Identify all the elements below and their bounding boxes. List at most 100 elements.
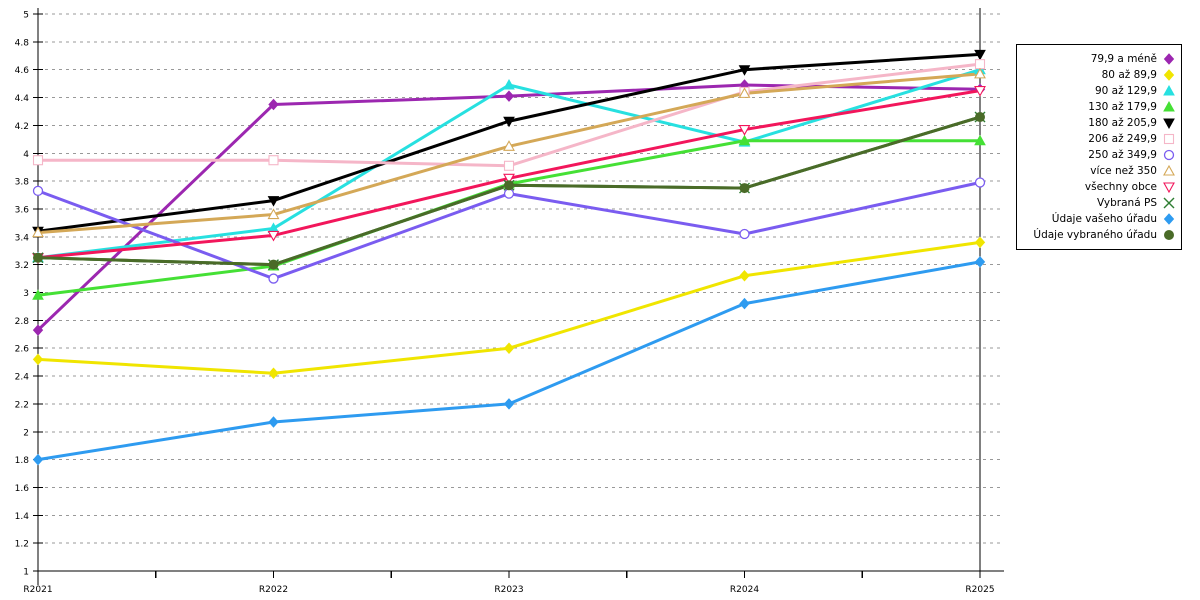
legend-item[interactable]: Údaje vybraného úřadu bbox=[1021, 227, 1175, 243]
legend-item-label: 250 až 349,9 bbox=[1088, 149, 1157, 161]
marker-triangle-down-open bbox=[1163, 182, 1175, 193]
series-10 bbox=[36, 260, 982, 462]
y-tick-label: 3.6 bbox=[15, 205, 30, 215]
marker-diamond bbox=[503, 342, 515, 354]
y-tick-label: 4.4 bbox=[15, 94, 30, 104]
series-line bbox=[36, 260, 982, 462]
y-tick-label: 1.4 bbox=[15, 512, 30, 522]
legend-marker-circle-icon bbox=[1164, 230, 1174, 240]
y-tick-label: 2.6 bbox=[15, 345, 30, 355]
marker-triangle-up bbox=[503, 78, 515, 90]
marker-triangle-up-open bbox=[267, 208, 280, 220]
legend-item-label: Údaje vašeho úřadu bbox=[1051, 213, 1157, 225]
y-tick-label: 2 bbox=[23, 428, 29, 438]
marker-triangle-up bbox=[32, 289, 44, 300]
legend-item-label: 80 až 89,9 bbox=[1101, 69, 1157, 81]
legend-item[interactable]: Údaje vašeho úřadu bbox=[1021, 211, 1175, 227]
marker-circle bbox=[739, 183, 750, 194]
legend-item-label: Vybraná PS bbox=[1097, 197, 1157, 209]
marker-diamond bbox=[268, 98, 279, 111]
marker-x-stroke bbox=[1163, 197, 1175, 209]
y-tick-label: 3 bbox=[23, 289, 29, 299]
legend-marker-triangle-up-icon bbox=[1163, 101, 1175, 112]
marker-diamond bbox=[503, 90, 515, 102]
legend-item[interactable]: 130 až 179,9 bbox=[1021, 99, 1175, 115]
marker-diamond bbox=[268, 416, 279, 428]
marker-triangle-down-open bbox=[267, 230, 280, 242]
legend-item[interactable]: 250 až 349,9 bbox=[1021, 147, 1175, 163]
marker-circle-open bbox=[32, 185, 44, 196]
marker-triangle-up-open bbox=[974, 67, 986, 79]
legend-item[interactable]: více než 350 bbox=[1021, 163, 1175, 179]
marker-triangle-down-open bbox=[503, 173, 515, 185]
marker-triangle-up bbox=[974, 134, 986, 146]
series-markers-11 bbox=[33, 112, 985, 270]
y-tick-label: 3.2 bbox=[15, 261, 29, 271]
marker-circle bbox=[1164, 230, 1174, 240]
marker-diamond bbox=[32, 353, 44, 366]
marker-triangle-down bbox=[738, 65, 751, 76]
legend-item[interactable]: všechny obce bbox=[1021, 179, 1175, 195]
marker-diamond bbox=[1163, 213, 1175, 225]
legend-marker-diamond-icon bbox=[1163, 213, 1175, 225]
legend-item[interactable]: 206 až 249,9 bbox=[1021, 131, 1175, 147]
marker-x bbox=[1163, 197, 1175, 209]
legend-item[interactable]: 80 až 89,9 bbox=[1021, 67, 1175, 83]
marker-circle-open bbox=[1163, 149, 1175, 161]
legend-item-label: 180 až 205,9 bbox=[1088, 117, 1157, 129]
y-tick-label: 1.2 bbox=[15, 540, 29, 550]
marker-triangle-up bbox=[738, 134, 751, 146]
legend-item-label: 79,9 a méně bbox=[1090, 53, 1157, 65]
x-tick-label: R2023 bbox=[494, 585, 523, 595]
marker-triangle-down bbox=[1163, 118, 1175, 129]
legend-item[interactable]: 90 až 129,9 bbox=[1021, 83, 1175, 99]
marker-diamond bbox=[1163, 53, 1175, 65]
marker-triangle-up-open bbox=[738, 87, 751, 98]
legend-marker-triangle-up-icon bbox=[1163, 85, 1175, 96]
x-tick-label: R2025 bbox=[965, 585, 994, 595]
marker-triangle-up-open bbox=[1163, 165, 1175, 176]
y-tick-label: 2.8 bbox=[15, 317, 30, 327]
marker-diamond bbox=[503, 398, 515, 410]
marker-diamond bbox=[974, 236, 986, 249]
legend-item[interactable]: 180 až 205,9 bbox=[1021, 115, 1175, 131]
legend-item-label: více než 350 bbox=[1090, 165, 1157, 177]
legend-item-label: 206 až 249,9 bbox=[1088, 133, 1157, 145]
marker-square-open bbox=[503, 160, 515, 171]
legend-item-label: 90 až 129,9 bbox=[1094, 85, 1157, 97]
marker-diamond bbox=[268, 367, 279, 380]
legend-marker-square-open-icon bbox=[1163, 133, 1175, 145]
x-tick-label: R2022 bbox=[259, 585, 288, 595]
marker-triangle-up-open bbox=[32, 226, 44, 238]
marker-circle bbox=[268, 259, 279, 270]
series-markers-6 bbox=[32, 177, 986, 284]
marker-circle-open bbox=[503, 188, 515, 199]
marker-circle bbox=[504, 180, 514, 191]
series-markers-7 bbox=[32, 67, 986, 238]
legend-marker-triangle-up-open-icon bbox=[1163, 165, 1175, 176]
y-tick-label: 4.2 bbox=[15, 122, 29, 132]
legend-marker-triangle-down-open-icon bbox=[1163, 182, 1175, 193]
legend-marker-x-icon bbox=[1163, 197, 1175, 209]
marker-diamond bbox=[739, 297, 750, 310]
x-axis-ticks: R2021 R2022 R2023 R2024 R2025 bbox=[23, 571, 995, 595]
y-tick-label: 3.8 bbox=[15, 178, 30, 188]
marker-triangle-down bbox=[267, 196, 280, 207]
legend-item[interactable]: Vybraná PS bbox=[1021, 195, 1175, 211]
marker-triangle-up bbox=[1163, 85, 1175, 96]
y-tick-label: 3.4 bbox=[15, 233, 30, 243]
y-tick-label: 2.4 bbox=[15, 373, 30, 383]
y-tick-label: 4.8 bbox=[15, 38, 30, 48]
marker-diamond bbox=[739, 270, 750, 282]
series-markers-10 bbox=[32, 256, 986, 466]
y-tick-label: 2.2 bbox=[15, 400, 29, 410]
marker-diamond bbox=[974, 256, 986, 268]
legend-item[interactable]: 79,9 a méně bbox=[1021, 51, 1175, 67]
legend-marker-diamond-icon bbox=[1163, 69, 1175, 81]
series-layer bbox=[32, 49, 986, 466]
marker-square-open bbox=[1163, 133, 1175, 145]
marker-triangle-up bbox=[1163, 101, 1175, 112]
y-tick-label: 1.6 bbox=[15, 484, 30, 494]
x-tick-label: R2024 bbox=[730, 585, 759, 595]
